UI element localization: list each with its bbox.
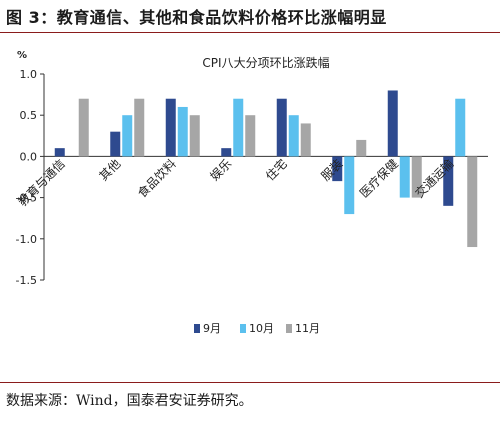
bar (399, 156, 410, 198)
bar (332, 156, 343, 182)
bar (387, 90, 398, 157)
chart-title: CPI八大分项环比涨跌幅 (202, 55, 329, 70)
legend-swatch (286, 324, 292, 333)
category-label: 其他 (96, 157, 123, 184)
y-tick-label: 0.0 (20, 150, 38, 163)
bar (189, 115, 200, 157)
bar (356, 139, 367, 157)
bar (245, 115, 256, 157)
bar (54, 148, 65, 157)
legend-swatch (194, 324, 200, 333)
bar (443, 156, 454, 206)
legend-label: 9月 (203, 322, 221, 335)
bottom-rule (0, 382, 500, 383)
bar (177, 106, 188, 157)
y-tick-label: 1.0 (20, 68, 38, 81)
bar (344, 156, 355, 215)
source-note: 数据来源：Wind，国泰君安证券研究。 (6, 393, 253, 409)
y-tick-label: -1.0 (16, 233, 37, 246)
legend-label: 10月 (249, 322, 274, 335)
y-tick-label: -0.5 (16, 192, 37, 205)
bar (221, 148, 232, 157)
figure-title: 图 3：教育通信、其他和食品饮料价格环比涨幅明显 (6, 8, 387, 27)
bar (233, 98, 244, 157)
y-axis-unit: % (17, 50, 27, 61)
bar (122, 115, 133, 157)
category-label: 教育与通信 (15, 156, 68, 209)
legend-swatch (240, 324, 246, 333)
y-tick-label: -1.5 (16, 274, 37, 287)
category-label: 娱乐 (207, 157, 234, 184)
category-label: 医疗保健 (357, 157, 401, 201)
legend-label: 11月 (295, 322, 320, 335)
bar (276, 98, 287, 157)
top-rule (0, 32, 500, 33)
bar (165, 98, 176, 157)
bar (78, 98, 89, 157)
bar (455, 98, 466, 157)
category-label: 食品饮料 (134, 156, 179, 201)
bar (134, 98, 145, 157)
bar (411, 156, 422, 198)
bar (467, 156, 478, 248)
category-label: 住宅 (262, 156, 290, 184)
bar (110, 131, 121, 157)
bar (288, 115, 299, 157)
bar (300, 123, 311, 157)
y-tick-label: 0.5 (20, 109, 38, 122)
bar-chart: CPI八大分项环比涨跌幅% 1.0 0.5 0.0 -0.5 -1.0 -1.5 教育与通信 其… (15, 50, 488, 335)
